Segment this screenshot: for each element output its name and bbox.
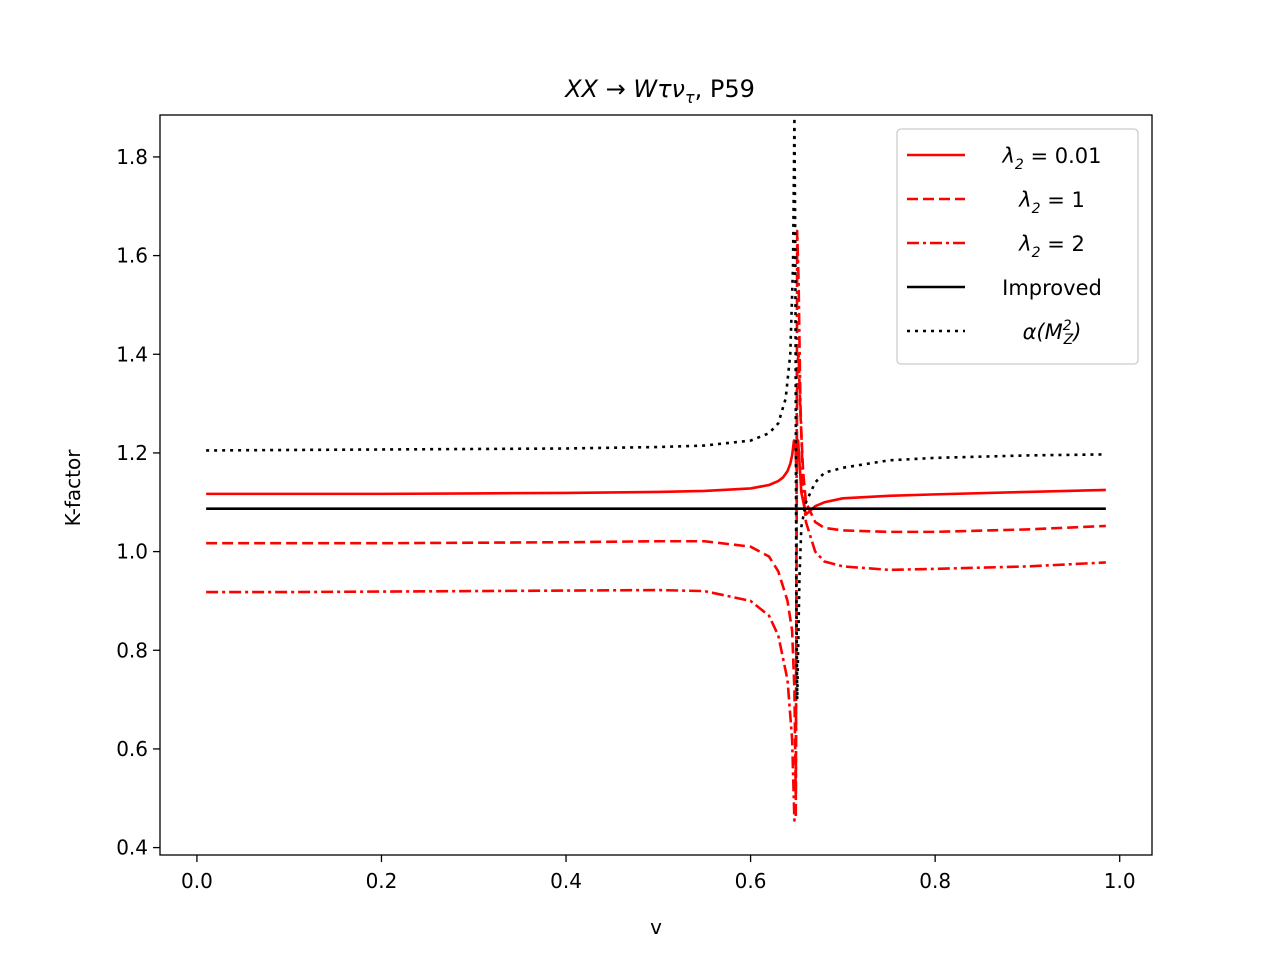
y-tick-label: 0.8 <box>116 638 148 662</box>
legend-label-1: λ2 = 1 <box>1018 188 1085 217</box>
legend-box <box>896 128 1139 365</box>
chart-title-subscript: τ <box>685 88 695 107</box>
y-tick-label: 1.6 <box>116 244 148 268</box>
chart-title-math: XX → Wτν <box>563 75 685 103</box>
x-tick-label: 0.0 <box>181 869 213 893</box>
legend-label-sub: 2 <box>1032 245 1041 261</box>
legend-label-3: Improved <box>1002 276 1102 300</box>
y-tick-label: 0.6 <box>116 737 148 761</box>
legend-label-rest: Improved <box>1002 276 1102 300</box>
chart-title-suffix: , P59 <box>695 75 755 103</box>
y-tick-label: 1.8 <box>116 145 148 169</box>
legend-label-sub: Z <box>1063 332 1074 348</box>
y-tick-label: 0.4 <box>116 836 148 860</box>
legend-label-main: λ <box>1001 144 1014 168</box>
y-tick-label: 1.2 <box>116 441 148 465</box>
x-tick-label: 0.6 <box>735 869 767 893</box>
legend-label-main: λ <box>1018 188 1031 212</box>
x-tick-label: 0.8 <box>919 869 951 893</box>
x-tick-label: 0.4 <box>550 869 582 893</box>
x-tick-label: 1.0 <box>1104 869 1136 893</box>
legend-label-main: α(M <box>1023 320 1063 344</box>
legend-label-sub: 2 <box>1015 157 1024 173</box>
legend-label-rest: = 2 <box>1041 232 1085 256</box>
chart-title: XX → Wτντ, P59 <box>563 75 755 107</box>
legend-label-rest: = 0.01 <box>1024 144 1102 168</box>
y-axis-label: K-factor <box>61 449 85 527</box>
legend-label-main: λ <box>1018 232 1031 256</box>
series-layer <box>206 116 1106 822</box>
legend-label-4: α(M2 Z) <box>1023 318 1082 348</box>
legend-label-0: λ2 = 0.01 <box>1001 144 1101 173</box>
x-axis-label: v <box>650 915 662 939</box>
x-tick-label: 0.2 <box>366 869 398 893</box>
legend-label-rest: ) <box>1071 320 1081 344</box>
legend-label-sup: 2 <box>1063 318 1072 334</box>
series-line-2 <box>206 229 1106 822</box>
y-tick-label: 1.4 <box>116 342 148 366</box>
legend-label-sub: 2 <box>1032 201 1041 217</box>
legend-label-2: λ2 = 2 <box>1018 232 1085 261</box>
plot-frame <box>159 114 1153 856</box>
series-line-4 <box>206 116 1106 701</box>
y-tick-label: 1.0 <box>116 540 148 564</box>
y-axis: 0.4 0.6 0.8 1.0 1.2 1.4 1.6 1.8 <box>116 145 160 860</box>
x-axis: 0.0 0.2 0.4 0.6 0.8 1.0 <box>181 855 1136 893</box>
series-line-0 <box>206 439 1106 516</box>
legend-label-rest: = 1 <box>1041 188 1085 212</box>
